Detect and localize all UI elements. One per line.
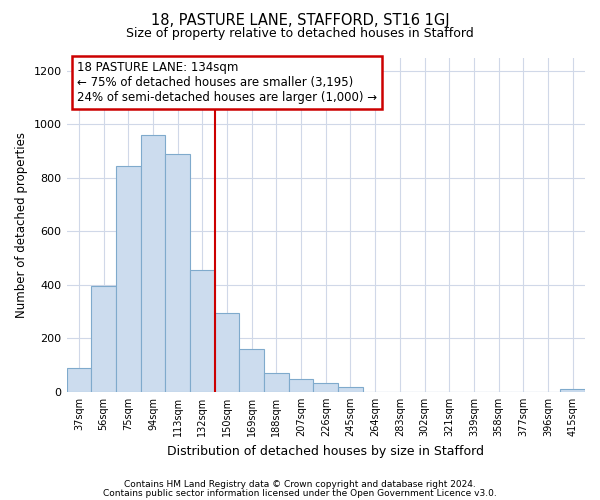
Bar	[264, 373, 289, 392]
Bar	[67, 368, 91, 392]
Text: 18 PASTURE LANE: 134sqm
← 75% of detached houses are smaller (3,195)
24% of semi: 18 PASTURE LANE: 134sqm ← 75% of detache…	[77, 61, 377, 104]
Bar	[91, 286, 116, 392]
Bar	[560, 390, 585, 392]
Bar	[289, 378, 313, 392]
Bar	[190, 270, 215, 392]
X-axis label: Distribution of detached houses by size in Stafford: Distribution of detached houses by size …	[167, 444, 484, 458]
Bar	[140, 135, 165, 392]
Bar	[313, 382, 338, 392]
Text: Contains HM Land Registry data © Crown copyright and database right 2024.: Contains HM Land Registry data © Crown c…	[124, 480, 476, 489]
Text: 18, PASTURE LANE, STAFFORD, ST16 1GJ: 18, PASTURE LANE, STAFFORD, ST16 1GJ	[151, 12, 449, 28]
Y-axis label: Number of detached properties: Number of detached properties	[15, 132, 28, 318]
Bar	[116, 166, 140, 392]
Bar	[338, 386, 363, 392]
Text: Contains public sector information licensed under the Open Government Licence v3: Contains public sector information licen…	[103, 488, 497, 498]
Bar	[165, 154, 190, 392]
Text: Size of property relative to detached houses in Stafford: Size of property relative to detached ho…	[126, 28, 474, 40]
Bar	[215, 313, 239, 392]
Bar	[239, 349, 264, 392]
